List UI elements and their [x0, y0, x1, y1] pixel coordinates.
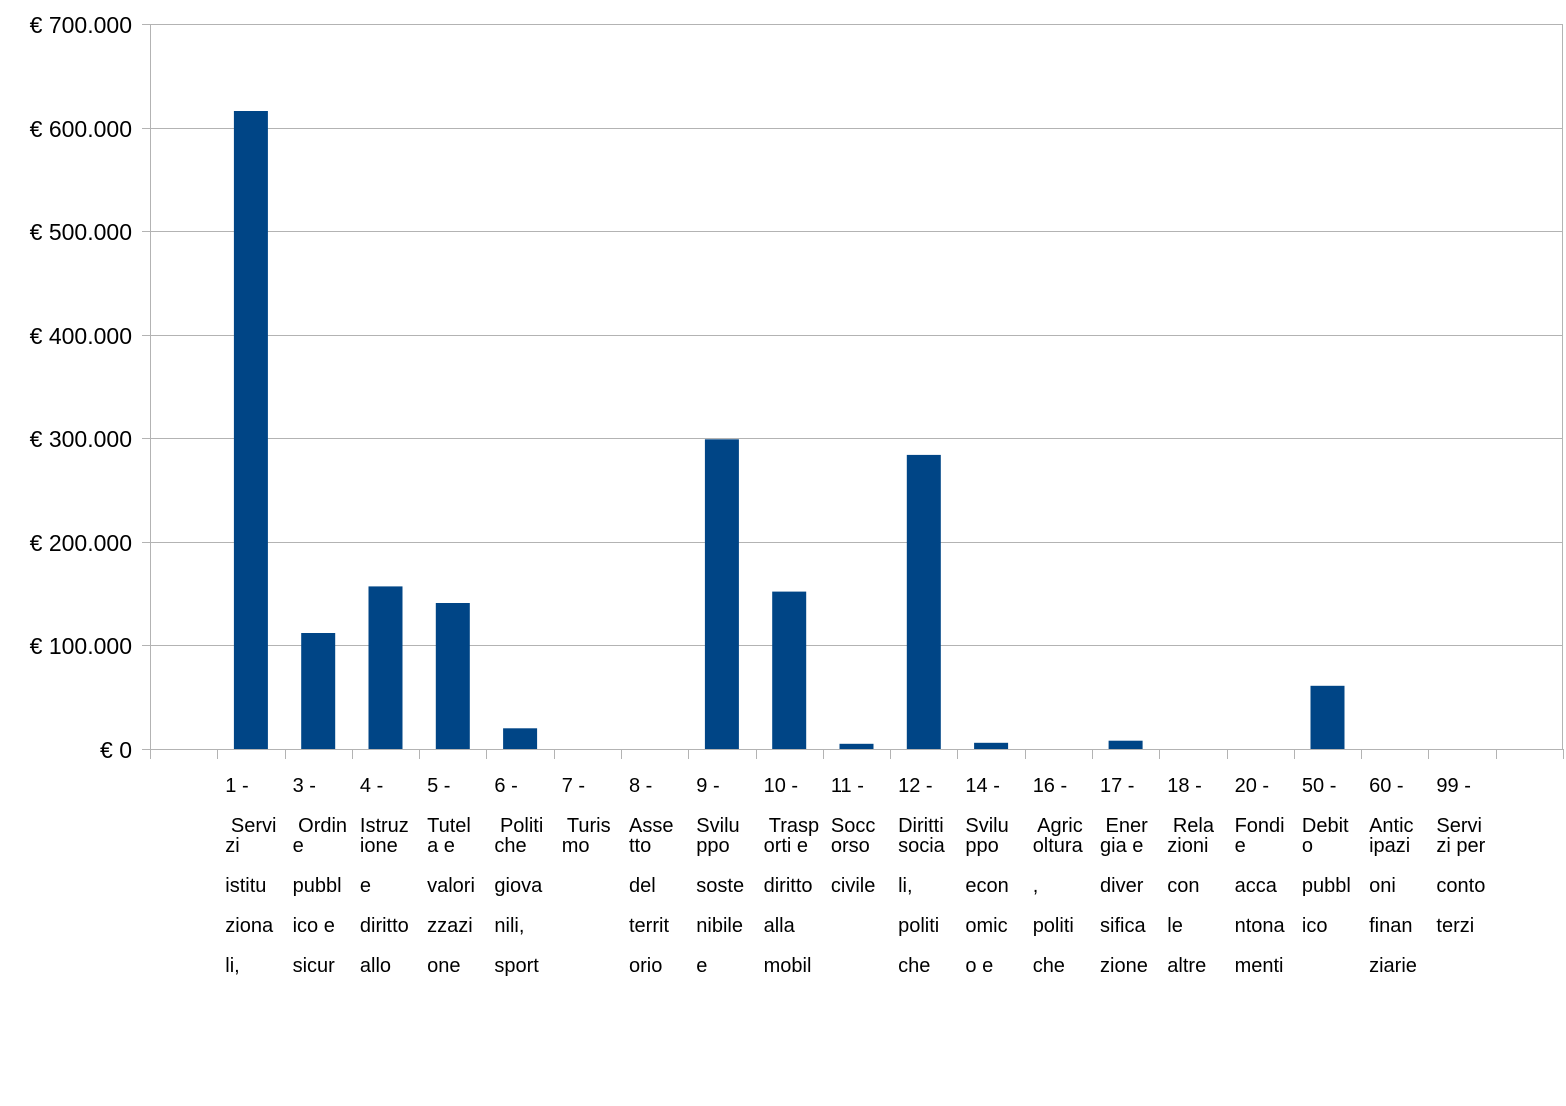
- x-category-label: 17 - Ener gia e diver sifica zione: [1100, 775, 1148, 977]
- bar: [1310, 685, 1345, 749]
- x-category-label: 1 - Servi zi istitu ziona li,: [225, 775, 277, 977]
- x-category-label: 10 - Trasp orti e diritto alla mobil: [763, 775, 820, 977]
- y-tick-label: € 0: [100, 736, 132, 763]
- x-category-label: 99 - Servi zi per conto terzi: [1436, 775, 1486, 937]
- y-tick-label: € 400.000: [29, 322, 132, 349]
- y-tick-label: € 100.000: [29, 632, 132, 659]
- x-category-label: 60 - Antic ipazi oni finan ziarie: [1369, 775, 1417, 977]
- x-category-label: 20 - Fondi e acca ntona menti: [1234, 775, 1285, 977]
- bar: [906, 454, 941, 749]
- x-category-label: 11 - Socc orso civile: [830, 775, 876, 897]
- bar: [704, 439, 739, 749]
- bar: [301, 633, 336, 749]
- bar: [503, 728, 538, 749]
- y-tick-label: € 700.000: [29, 11, 132, 38]
- x-category-label: 4 - Istruz ione e diritto allo: [359, 775, 409, 977]
- bar: [1108, 740, 1143, 749]
- y-tick-label: € 200.000: [29, 529, 132, 556]
- x-category-label: 16 - Agric oltura , politi che: [1032, 775, 1083, 977]
- x-category-label: 14 - Svilu ppo econ omic o e: [965, 775, 1009, 977]
- x-category-label: 50 - Debit o pubbl ico: [1301, 775, 1351, 937]
- y-tick-label: € 300.000: [29, 425, 132, 452]
- y-tick-label: € 500.000: [29, 218, 132, 245]
- bar: [974, 742, 1009, 749]
- x-category-label: 6 - Politi che giova nili, sport: [494, 775, 544, 977]
- x-category-label: 5 - Tutel a e valori zzazi one: [427, 775, 475, 977]
- x-category-label: 3 - Ordin e pubbl ico e sicur: [292, 775, 348, 977]
- bar: [233, 111, 268, 749]
- x-category-label: 12 - Diritti socia li, politi che: [898, 775, 945, 977]
- x-category-label: 18 - Rela zioni con le altre: [1167, 775, 1214, 977]
- bar: [772, 591, 807, 749]
- y-tick-label: € 600.000: [29, 115, 132, 142]
- bar: [368, 586, 403, 749]
- x-category-label: 9 - Svilu ppo soste nibile e: [696, 775, 745, 977]
- bar: [839, 743, 874, 749]
- bar: [435, 603, 470, 749]
- x-category-label: 7 - Turis mo: [561, 775, 611, 857]
- x-category-label: 8 - Asse tto del territ orio: [629, 775, 674, 977]
